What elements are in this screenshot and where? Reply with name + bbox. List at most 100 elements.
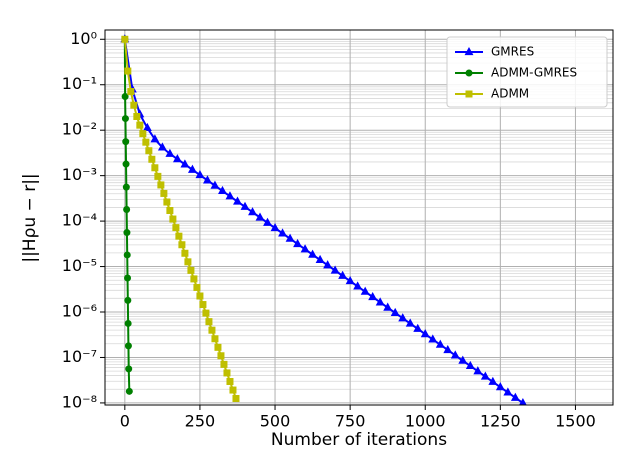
marker [218,185,227,195]
marker [226,377,234,385]
marker [420,329,430,338]
x-tick-label: 1000 [405,412,446,431]
marker [330,265,340,274]
marker [300,244,310,253]
marker [338,270,348,279]
marker [150,134,160,143]
marker [323,260,333,269]
marker [125,387,133,395]
legend-marker [464,46,474,56]
marker [148,155,156,163]
marker [180,159,190,168]
marker [214,343,222,351]
marker [232,395,240,403]
marker [223,369,231,377]
marker [181,249,189,257]
marker [375,297,385,306]
marker [233,196,242,205]
marker [145,147,153,155]
marker [208,326,216,334]
marker [154,172,162,180]
marker [345,276,355,285]
plot-frame [104,29,614,406]
marker [205,318,213,326]
marker [123,205,131,213]
legend-label: ADMM [491,87,529,101]
marker [315,254,325,264]
marker [229,386,237,394]
marker [202,175,212,184]
marker [169,215,177,223]
marker [495,382,505,391]
marker [443,344,453,354]
marker [211,335,219,343]
marker [190,275,198,283]
marker [510,392,520,401]
marker [166,207,174,215]
marker [184,258,192,266]
marker [122,183,130,191]
marker [139,130,147,138]
marker [278,228,287,237]
marker [125,365,133,373]
marker [398,313,408,322]
legend-marker [465,69,473,77]
marker [383,302,393,311]
y-tick-label: 10⁻⁴ [62,211,97,230]
marker [458,355,468,364]
x-tick-label: 500 [260,412,291,431]
marker [121,115,129,123]
legend-marker [465,90,473,98]
marker [473,366,483,375]
marker [360,286,370,295]
marker [405,318,415,327]
marker [480,371,490,380]
marker [488,376,498,385]
marker [465,360,475,370]
marker [210,180,220,189]
marker [124,67,132,75]
marker [123,251,131,259]
legend-label: GMRES [491,45,534,59]
marker [165,148,175,157]
marker [195,170,205,179]
y-tick-label: 10⁻³ [62,165,97,184]
marker [121,35,129,43]
x-tick-label: 1500 [555,412,596,431]
marker [293,238,303,248]
marker [163,198,171,206]
marker [157,181,165,189]
marker [353,281,363,290]
marker [263,217,272,226]
marker [123,229,131,237]
x-tick-label: 750 [335,412,366,431]
marker [285,233,295,242]
marker [124,319,132,327]
marker [142,138,150,146]
marker [122,160,130,168]
marker [160,189,168,197]
marker [130,101,138,109]
y-tick-label: 10⁻² [62,120,97,139]
y-tick-label: 10⁻⁵ [62,256,97,275]
marker [178,241,186,249]
marker [193,283,201,291]
marker [255,212,265,221]
marker [308,249,318,258]
marker [157,142,167,151]
marker [187,164,197,173]
legend-label: ADMM-GMRES [491,66,577,80]
marker [142,122,152,132]
marker [390,307,400,317]
grid [105,30,613,406]
marker [519,398,527,405]
y-tick-label: 10⁻¹ [62,74,97,93]
marker [127,88,135,96]
marker [187,266,195,274]
marker [175,232,183,240]
y-tick-label: 10⁻⁸ [62,392,97,411]
marker [196,292,204,300]
x-tick-label: 1250 [480,412,521,431]
marker [122,138,130,146]
